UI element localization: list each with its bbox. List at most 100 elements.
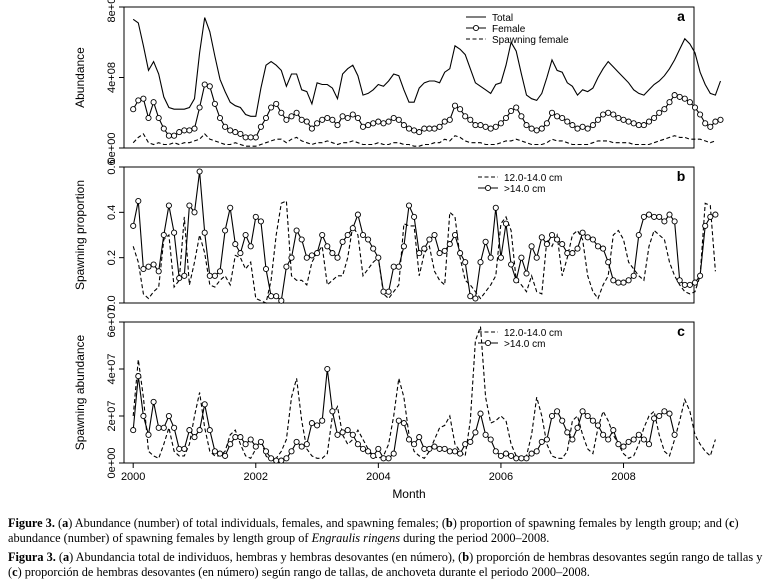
data-point (635, 122, 642, 129)
data-point (145, 114, 152, 122)
data-point (359, 123, 367, 130)
data-point (150, 261, 157, 268)
data-point (651, 213, 658, 220)
x-axis-label: Month (392, 487, 425, 501)
data-point (237, 434, 244, 441)
data-point (191, 125, 198, 132)
data-point (339, 238, 346, 245)
data-point (135, 373, 142, 380)
data-point (247, 134, 254, 141)
data-point (319, 231, 326, 239)
data-point (206, 272, 213, 279)
data-point (400, 243, 407, 250)
y-tick-label: 2e+07 (106, 401, 118, 432)
data-point (451, 231, 459, 239)
data-point (405, 125, 413, 132)
data-point (487, 125, 494, 132)
data-point (528, 243, 535, 250)
caption-es-part-c: c (12, 565, 18, 579)
data-point (421, 245, 428, 252)
data-point (186, 427, 193, 434)
data-point (262, 448, 270, 455)
data-point (242, 441, 249, 448)
y-tick-label: 6e+07 (106, 307, 118, 338)
y-axis-label: Spawning proportion (73, 180, 87, 290)
data-point (579, 123, 586, 130)
data-point (140, 412, 147, 420)
data-point (451, 102, 459, 109)
data-point (319, 417, 326, 424)
data-point (635, 231, 642, 239)
data-point (390, 450, 397, 457)
data-point (411, 213, 418, 220)
data-point (630, 120, 637, 127)
panel-b: 0.0 0.2 0.4 0.6 Spawning proportion b 12.0-14.… (73, 159, 719, 311)
data-point (160, 424, 167, 431)
data-point (472, 429, 479, 436)
data-point (268, 293, 275, 300)
data-point (436, 123, 443, 130)
panel-a: 0e+00 4e+08 8e+08 Abundance a TotalFemaleSpaw… (73, 0, 724, 163)
data-point (247, 243, 254, 250)
data-point (620, 279, 627, 286)
data-point (171, 424, 178, 431)
data-point (135, 97, 142, 104)
data-point (467, 293, 474, 300)
data-point (492, 204, 499, 211)
data-point (216, 114, 224, 122)
data-point (395, 116, 402, 123)
data-point (523, 122, 530, 129)
data-point (278, 109, 285, 116)
data-point (375, 254, 382, 261)
data-point (697, 111, 704, 118)
data-point (308, 125, 315, 132)
data-point (482, 123, 489, 130)
data-point (380, 288, 387, 295)
legend-c: 12.0-14.0 cm>14.0 cm (478, 328, 562, 350)
caption-es-text-1: ( (55, 550, 63, 564)
data-point (574, 245, 581, 252)
data-point (278, 457, 285, 464)
data-point (308, 252, 315, 259)
data-point (661, 408, 668, 415)
data-point (671, 218, 678, 225)
data-point (237, 130, 244, 137)
data-point (186, 202, 193, 209)
data-point (278, 297, 285, 304)
series-a-total (132, 17, 722, 117)
data-point (395, 263, 402, 270)
data-point (186, 127, 193, 134)
data-point (405, 436, 413, 443)
data-point (462, 113, 469, 120)
data-point (645, 118, 653, 125)
data-point (467, 116, 474, 123)
data-point (543, 241, 550, 248)
data-point (273, 457, 280, 464)
data-point (181, 445, 188, 452)
data-point (518, 113, 525, 120)
data-point (615, 279, 622, 286)
data-point (370, 120, 377, 127)
data-point (176, 129, 183, 136)
data-point (508, 452, 515, 459)
data-point (283, 455, 290, 462)
data-point (569, 122, 576, 129)
y-tick-label: 0.2 (106, 250, 118, 265)
data-point (543, 120, 550, 127)
data-point (691, 279, 699, 286)
caption-spanish: Figura 3. (a) Abundancia total de indivi… (8, 550, 764, 580)
data-point (252, 213, 259, 220)
data-point (610, 427, 617, 434)
data-point (268, 455, 275, 462)
legend-marker (484, 184, 492, 192)
data-point (298, 116, 305, 123)
data-point (554, 113, 561, 120)
data-point (375, 445, 382, 452)
data-point (477, 259, 484, 266)
data-point (385, 455, 392, 462)
data-point (181, 127, 188, 134)
data-point (482, 238, 489, 245)
data-point (171, 229, 178, 236)
data-point (645, 441, 653, 448)
data-point (497, 120, 504, 127)
